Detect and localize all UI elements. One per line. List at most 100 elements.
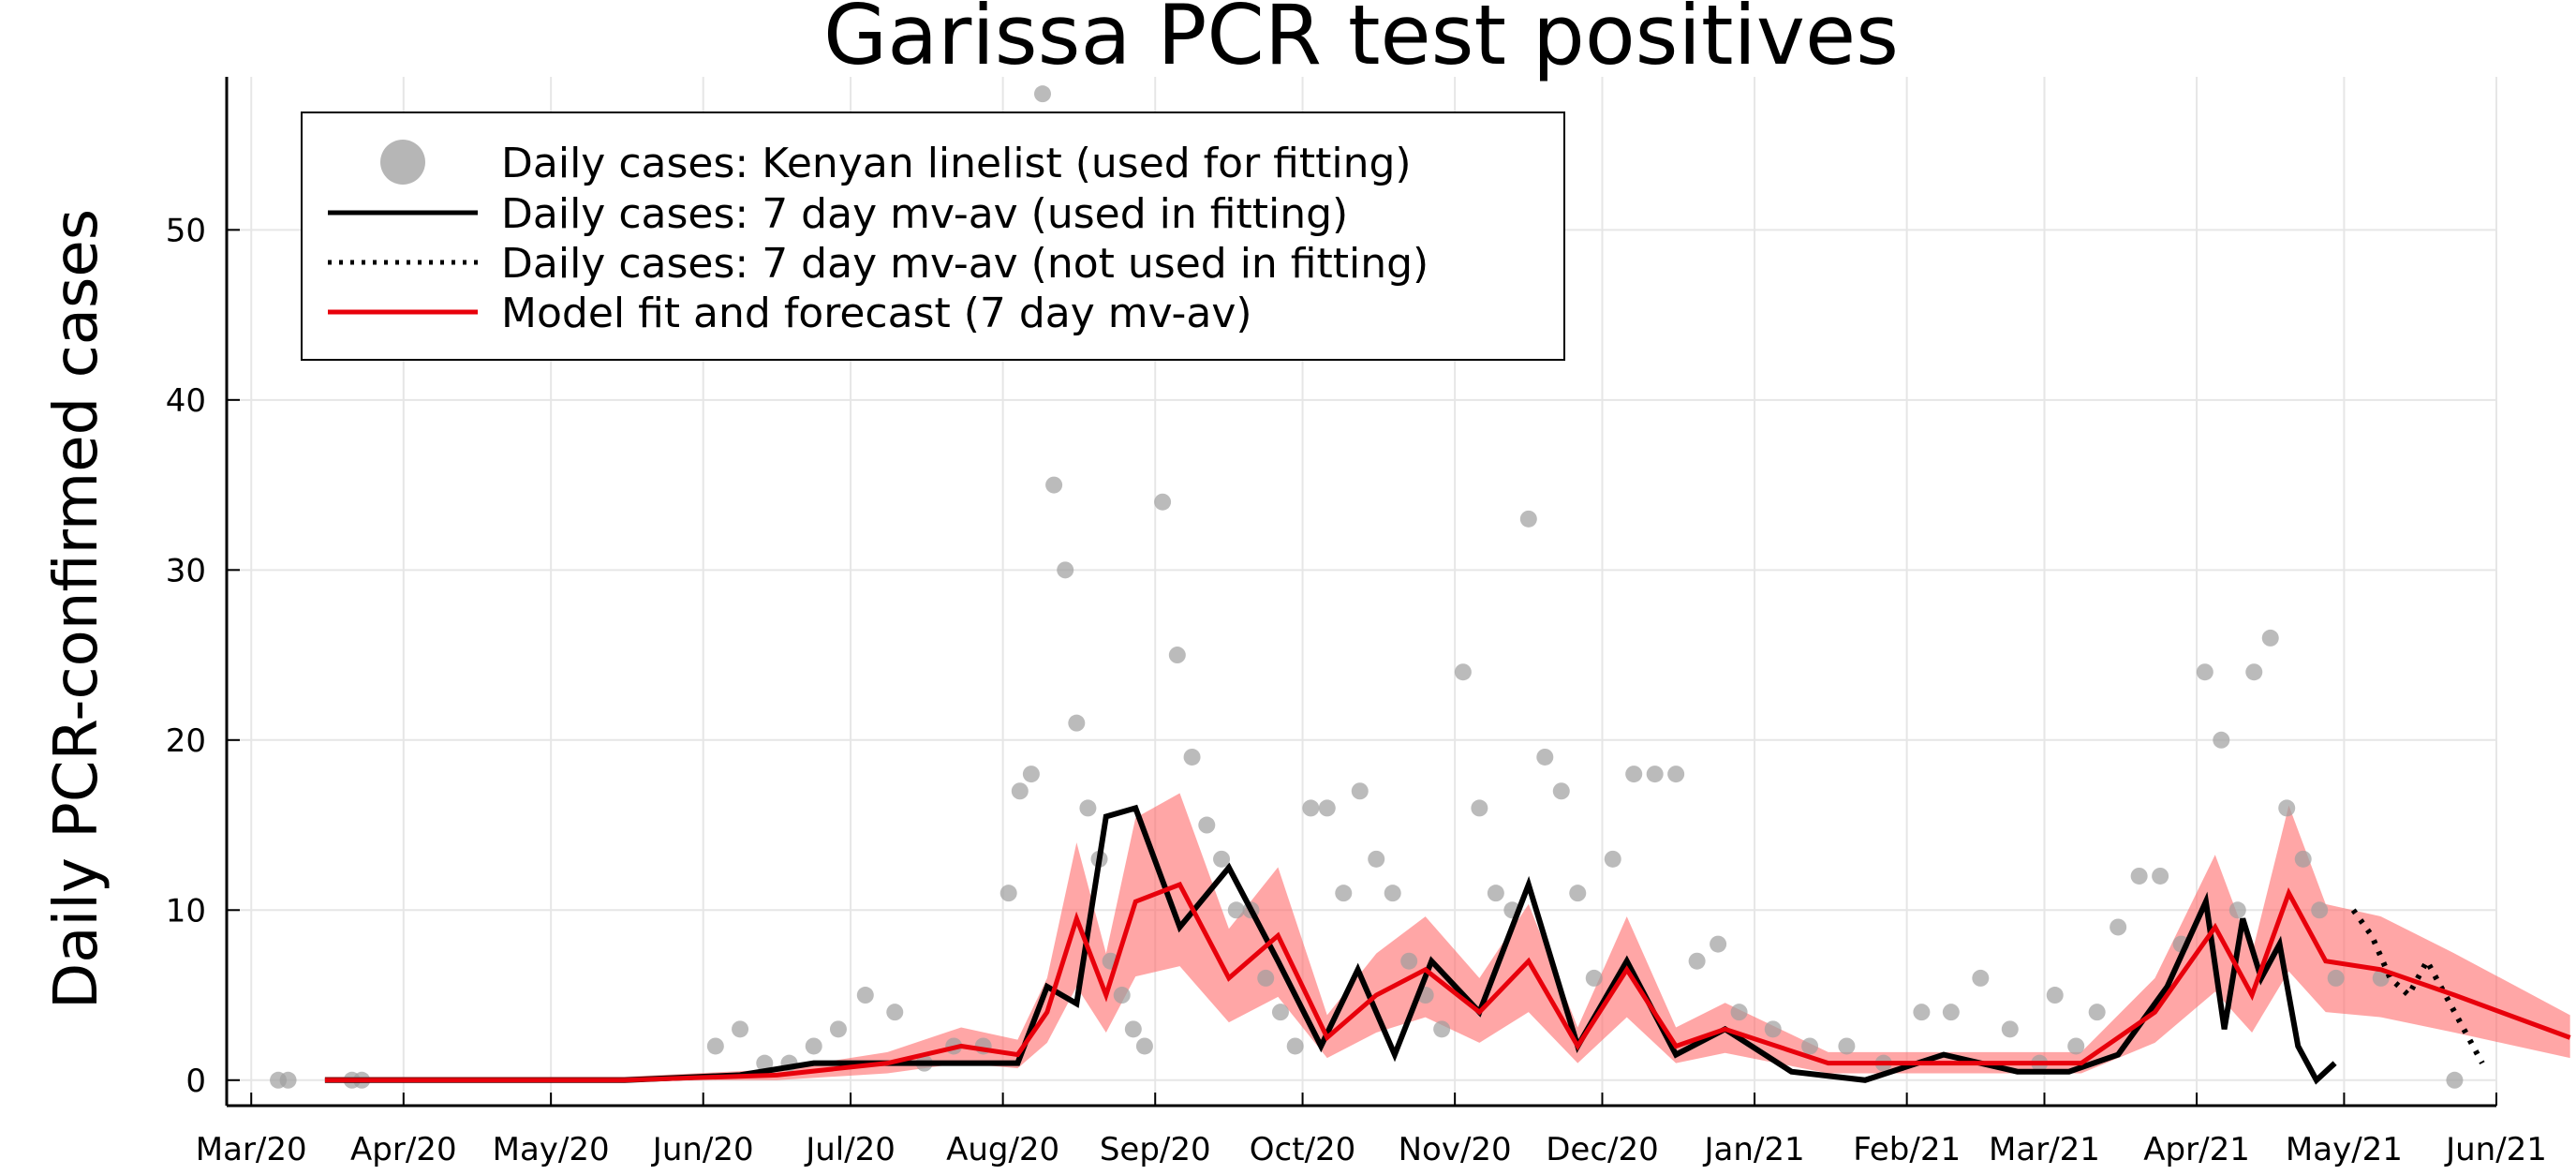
data-point [1022, 766, 1040, 783]
x-tick-label: Dec/20 [1546, 1131, 1659, 1168]
data-point [1536, 748, 1554, 766]
data-point [1585, 969, 1603, 987]
data-point [2001, 1020, 2019, 1038]
data-point [2228, 901, 2246, 919]
x-tick-label: Jun/21 [2444, 1131, 2547, 1168]
data-point [1068, 714, 1086, 732]
data-point [2152, 867, 2169, 885]
legend-label-mvav-used: Daily cases: 7 day mv-av (used in fittin… [501, 190, 1348, 238]
data-point [1667, 766, 1685, 783]
legend: Daily cases: Kenyan linelist (used for f… [301, 112, 1565, 361]
y-tick-label: 50 [166, 212, 206, 249]
data-point [1400, 952, 1418, 970]
data-point [1045, 476, 1063, 494]
model-line [324, 881, 2571, 1083]
x-tick-label: Nov/20 [1399, 1131, 1512, 1168]
data-point [1454, 663, 1472, 681]
x-tick-label: Mar/21 [1989, 1131, 2100, 1168]
legend-item-linelist: Daily cases: Kenyan linelist (used for f… [380, 140, 1412, 187]
data-point [279, 1071, 297, 1089]
data-point [1913, 1004, 1931, 1021]
data-point [706, 1037, 724, 1055]
data-point [1801, 1037, 1819, 1055]
data-point [1198, 816, 1216, 834]
data-point [2372, 969, 2390, 987]
x-tick-label: Aug/20 [946, 1131, 1059, 1168]
data-point [2196, 663, 2213, 681]
legend-marker-points [380, 140, 425, 185]
x-tick-label: Apr/21 [2143, 1131, 2250, 1168]
legend-item-mvav-used: Daily cases: 7 day mv-av (used in fittin… [328, 190, 1348, 238]
data-point [1351, 782, 1369, 800]
data-point [2067, 1037, 2085, 1055]
data-point [2261, 629, 2279, 647]
y-axis-label: Daily PCR-confirmed cases [42, 209, 111, 1009]
x-tick-label: Jan/21 [1702, 1131, 1804, 1168]
data-point [1384, 885, 1401, 902]
data-point [1688, 952, 1706, 970]
data-point [1838, 1037, 1856, 1055]
y-tick-label: 30 [166, 552, 206, 589]
data-point [1154, 493, 1172, 511]
data-point [2245, 663, 2263, 681]
x-tick-label: Feb/21 [1853, 1131, 1961, 1168]
data-point [1730, 1004, 1748, 1021]
model-uncertainty-band [324, 793, 2570, 1080]
data-point [1079, 799, 1097, 817]
data-point [1135, 1037, 1153, 1055]
legend-label-mvav-not-used: Daily cases: 7 day mv-av (not used in fi… [501, 240, 1429, 288]
data-point [805, 1037, 822, 1055]
legend-item-mvav-not-used: Daily cases: 7 day mv-av (not used in fi… [328, 240, 1429, 288]
data-point [1487, 885, 1504, 902]
data-point [1569, 885, 1587, 902]
observed-line-not-used [2350, 908, 2485, 1065]
legend-label-linelist: Daily cases: Kenyan linelist (used for f… [501, 140, 1412, 187]
data-point [1286, 1037, 1304, 1055]
data-point [1942, 1004, 1960, 1021]
x-tick-label: Sep/20 [1100, 1131, 1211, 1168]
data-point [2130, 867, 2148, 885]
x-tick-label: Mar/20 [196, 1131, 307, 1168]
data-point [1433, 1020, 1451, 1038]
axes [225, 77, 2497, 1108]
data-point [1552, 782, 1570, 800]
data-point [1124, 1020, 1142, 1038]
data-point [1057, 561, 1074, 579]
data-point [1646, 766, 1664, 783]
data-point [2213, 731, 2230, 749]
data-point [2311, 901, 2329, 919]
data-point [756, 1054, 774, 1072]
x-tick-label: Jul/20 [804, 1131, 896, 1168]
data-point [2278, 799, 2296, 817]
data-point [1471, 799, 1488, 817]
data-point [856, 987, 874, 1004]
y-tick-label: 10 [166, 892, 206, 930]
chart-title: Garissa PCR test positives [823, 0, 1899, 83]
data-point [1227, 901, 1245, 919]
x-tick-label: Apr/20 [350, 1131, 457, 1168]
data-point [1519, 510, 1537, 528]
data-point [2088, 1004, 2106, 1021]
legend-item-model: Model fit and forecast (7 day mv-av) [328, 290, 1252, 337]
data-point [1625, 766, 1643, 783]
data-point [1271, 1004, 1289, 1021]
x-tick-label: May/21 [2286, 1131, 2403, 1168]
data-point [2110, 918, 2127, 936]
data-point [1335, 885, 1353, 902]
legend-box [301, 112, 1565, 361]
data-point [829, 1020, 847, 1038]
x-tick-label: Oct/20 [1250, 1131, 1356, 1168]
model-line-path [324, 881, 2571, 1083]
data-point [1764, 1020, 1782, 1038]
data-point [1318, 799, 1336, 817]
x-tick-label: Jun/20 [651, 1131, 754, 1168]
scatter-points [270, 85, 2464, 1089]
data-point [2446, 1071, 2464, 1089]
y-tick-label: 20 [166, 722, 206, 760]
data-point [1972, 969, 1990, 987]
data-point [732, 1020, 749, 1038]
data-point [1213, 850, 1231, 868]
data-point [1710, 935, 1727, 953]
